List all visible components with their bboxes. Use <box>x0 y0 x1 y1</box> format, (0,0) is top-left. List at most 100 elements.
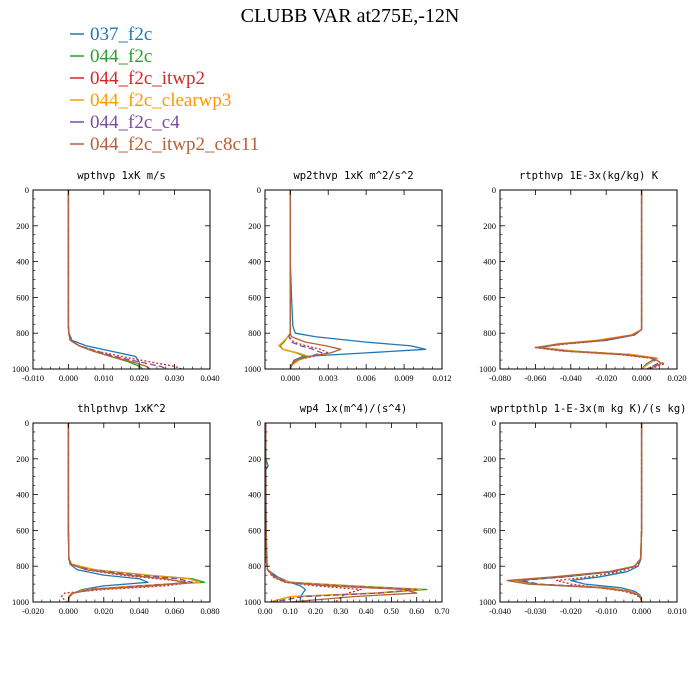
legend-entry: 044_f2c <box>70 46 152 67</box>
y-tick-label: 400 <box>248 257 261 267</box>
series-line-044_f2c_itwp2 <box>555 423 643 602</box>
x-tick-label: 0.70 <box>435 606 450 616</box>
x-tick-label: 0.040 <box>200 373 219 383</box>
y-tick-label: 400 <box>16 490 29 500</box>
series-line-044_f2c_itwp2_c8c11 <box>265 423 418 602</box>
panel-4: thlpthvp 1xK^2 -0.020 0.000 0.020 0.040 0.060… <box>12 403 220 616</box>
series-line-044_f2c_c4 <box>536 190 659 369</box>
series-line-044_f2c_itwp2_c8c11 <box>506 423 643 602</box>
x-tick-label: -0.080 <box>489 373 511 383</box>
x-tick-label: 0.010 <box>667 606 686 616</box>
x-tick-label: -0.010 <box>595 606 617 616</box>
panel-5: wp4 1x(m^4)/(s^4) 0.00 0.10 0.20 0.30 0.40 0.5… <box>244 403 449 616</box>
panel-title: wp2thvp 1xK m^2/s^2 <box>293 170 413 182</box>
y-tick-label: 400 <box>483 490 496 500</box>
series-line-037_f2c <box>534 190 657 369</box>
legend-entry: 044_f2c_itwp2 <box>70 68 205 89</box>
series-line-044_f2c_itwp2 <box>534 190 666 369</box>
y-tick-label: 200 <box>483 454 496 464</box>
x-tick-label: 0.020 <box>130 373 149 383</box>
x-tick-label: 0.20 <box>308 606 323 616</box>
x-tick-label: 0.30 <box>333 606 348 616</box>
x-tick-label: -0.020 <box>22 606 44 616</box>
panel-1: wpthvp 1xK m/s -0.010 0.000 0.010 0.020 0.030… <box>12 170 220 383</box>
legend-entry: 044_f2c_c4 <box>70 112 180 133</box>
panels: wpthvp 1xK m/s-0.010 0.000 0.010 0.020 0.030… <box>12 170 687 616</box>
x-tick-label: 0.000 <box>281 373 300 383</box>
y-tick-label: 200 <box>16 454 29 464</box>
y-tick-label: 800 <box>248 561 261 571</box>
y-tick-label: 1000 <box>244 597 261 607</box>
plot-frame <box>264 422 443 603</box>
y-tick-label: 400 <box>16 257 29 267</box>
y-tick-label: 1000 <box>479 597 496 607</box>
x-tick-label: 0.030 <box>165 373 184 383</box>
x-tick-label: -0.030 <box>524 606 546 616</box>
y-tick-label: 1000 <box>12 364 29 374</box>
y-tick-label: 0 <box>492 185 496 195</box>
x-tick-label: 0.040 <box>130 606 149 616</box>
x-tick-label: -0.040 <box>560 373 582 383</box>
series-line-044_f2c_itwp2_c8c11 <box>289 190 342 369</box>
y-tick-label: 400 <box>483 257 496 267</box>
x-tick-label: -0.060 <box>524 373 546 383</box>
x-tick-label: 0.060 <box>165 606 184 616</box>
y-tick-label: 800 <box>483 328 496 338</box>
y-tick-label: 1000 <box>12 597 29 607</box>
plot-frame <box>32 189 211 370</box>
x-tick-label: 0.010 <box>94 373 113 383</box>
panel-6: wprtpthlp 1-E-3x(m kg K)/(s kg) -0.040 -0.… <box>479 403 687 616</box>
y-tick-label: 200 <box>16 221 29 231</box>
y-tick-label: 0 <box>25 185 29 195</box>
series-line-044_f2c <box>540 190 659 369</box>
y-tick-label: 400 <box>248 490 261 500</box>
series-line-044_f2c_c4 <box>520 423 643 602</box>
x-tick-label: 0.000 <box>59 373 78 383</box>
x-tick-label: 0.009 <box>395 373 414 383</box>
x-tick-label: 0.40 <box>359 606 374 616</box>
series-line-044_f2c_itwp2_c8c11 <box>534 190 662 369</box>
legend-label: 044_f2c_itwp2_c8c11 <box>90 134 259 155</box>
y-tick-label: 800 <box>248 328 261 338</box>
x-tick-label: 0.020 <box>667 373 686 383</box>
x-tick-label: -0.020 <box>595 373 617 383</box>
legend-label: 044_f2c_c4 <box>90 112 180 133</box>
x-tick-label: 0.012 <box>432 373 451 383</box>
y-tick-label: 0 <box>25 418 29 428</box>
panel-title: thlpthvp 1xK^2 <box>77 403 166 415</box>
y-tick-label: 200 <box>483 221 496 231</box>
legend-entry: 044_f2c_itwp2_c8c11 <box>70 134 259 155</box>
x-tick-label: 0.10 <box>283 606 298 616</box>
series-line-044_f2c_clearwp3 <box>67 190 151 369</box>
series-line-044_f2c_c4 <box>265 423 418 602</box>
y-tick-label: 800 <box>16 561 29 571</box>
x-tick-label: 0.000 <box>632 373 651 383</box>
y-tick-label: 600 <box>16 292 29 302</box>
legend-entry: 037_f2c <box>70 24 152 45</box>
series-line-044_f2c_itwp2 <box>67 190 182 369</box>
y-tick-label: 800 <box>483 561 496 571</box>
y-tick-label: 1000 <box>244 364 261 374</box>
x-tick-label: 0.006 <box>357 373 376 383</box>
y-tick-label: 600 <box>248 525 261 535</box>
y-tick-label: 600 <box>248 292 261 302</box>
x-tick-label: 0.50 <box>384 606 399 616</box>
series-line-044_f2c_clearwp3 <box>538 190 659 369</box>
series-line-037_f2c <box>289 190 427 369</box>
panel-3: rtpthvp 1E-3x(kg/kg) K -0.080 -0.060 -0.040… <box>479 170 687 383</box>
plot-frame <box>499 422 678 603</box>
panel-title: rtpthvp 1E-3x(kg/kg) K <box>519 170 659 182</box>
panel-title: wprtpthlp 1-E-3x(m kg K)/(s kg) <box>491 403 687 415</box>
x-tick-label: -0.040 <box>489 606 511 616</box>
x-tick-label: 0.000 <box>59 606 78 616</box>
legend-label: 044_f2c_clearwp3 <box>90 90 231 111</box>
y-tick-label: 800 <box>16 328 29 338</box>
x-tick-label: 0.003 <box>319 373 338 383</box>
x-tick-label: 0.00 <box>258 606 273 616</box>
legend-label: 044_f2c_itwp2 <box>90 68 205 89</box>
series-line-044_f2c <box>265 423 428 602</box>
y-tick-label: 0 <box>257 418 261 428</box>
series-line-044_f2c_itwp2_c8c11 <box>67 190 151 369</box>
series-line-044_f2c_itwp2 <box>60 423 193 602</box>
